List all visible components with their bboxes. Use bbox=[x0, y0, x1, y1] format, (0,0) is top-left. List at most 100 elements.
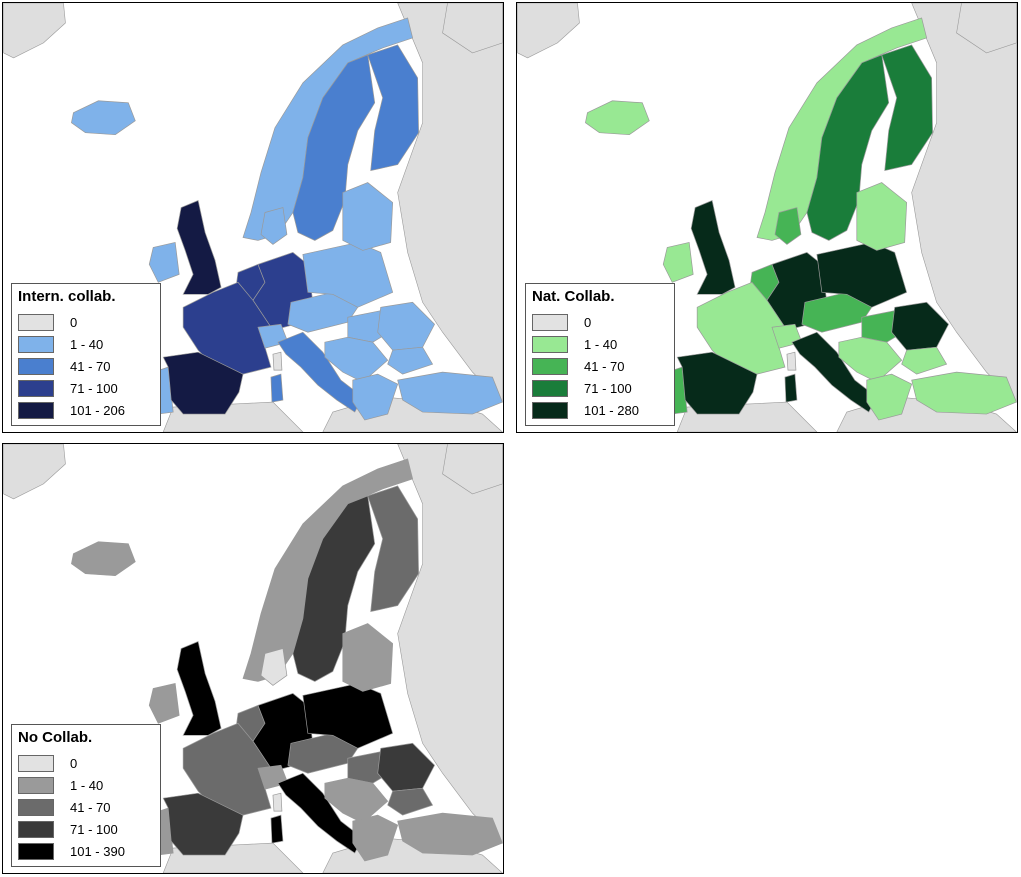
country-finland bbox=[367, 44, 419, 172]
country-denmark bbox=[260, 648, 288, 686]
country-sardinia bbox=[270, 373, 284, 403]
country-bulgaria bbox=[387, 346, 434, 375]
country-greece bbox=[352, 373, 399, 421]
country-romania bbox=[377, 301, 436, 351]
country-france bbox=[182, 722, 274, 816]
country-corsica bbox=[272, 351, 283, 371]
legend-entry: 71 - 100 bbox=[18, 377, 154, 399]
country-spain bbox=[162, 351, 244, 415]
legend-entry: 101 - 280 bbox=[532, 399, 668, 421]
country-ireland bbox=[148, 683, 180, 724]
legend-swatch bbox=[532, 335, 568, 353]
non-study-land bbox=[397, 444, 503, 844]
country-spain bbox=[676, 351, 758, 415]
country-bulgaria bbox=[901, 346, 948, 375]
country-italy bbox=[277, 331, 364, 413]
legend-label: 0 bbox=[70, 314, 78, 330]
country-turkey bbox=[397, 812, 503, 856]
legend-label: 101 - 206 bbox=[70, 402, 125, 418]
legend-swatch bbox=[18, 357, 54, 375]
map-panel-no-collab: No Collab. 0 1 - 40 41 - 70 71 - 100 101… bbox=[2, 443, 504, 874]
country-italy bbox=[791, 331, 878, 413]
country-baltics bbox=[342, 623, 394, 692]
country-balkans bbox=[838, 336, 903, 383]
choropleth-map bbox=[517, 3, 1017, 432]
legend-swatch bbox=[532, 357, 568, 375]
country-baltics bbox=[342, 182, 394, 251]
legend-swatch bbox=[532, 313, 568, 331]
legend-swatch bbox=[532, 379, 568, 397]
non-study-land bbox=[442, 444, 503, 495]
map-legend: Intern. collab. 0 1 - 40 41 - 70 71 - 10… bbox=[11, 283, 161, 426]
legend-label: 71 - 100 bbox=[70, 821, 118, 837]
country-balkans bbox=[324, 777, 389, 824]
legend-swatch bbox=[532, 401, 568, 419]
country-ireland bbox=[148, 242, 180, 283]
country-sweden bbox=[292, 495, 376, 682]
choropleth-map bbox=[3, 3, 503, 432]
legend-entry: 0 bbox=[18, 752, 154, 774]
country-uk bbox=[176, 200, 222, 295]
legend-entry: 1 - 40 bbox=[18, 333, 154, 355]
country-spain bbox=[162, 792, 244, 856]
country-romania bbox=[891, 301, 950, 351]
legend-swatch bbox=[18, 401, 54, 419]
country-denmark bbox=[774, 207, 802, 245]
country-sardinia bbox=[784, 373, 798, 403]
country-bulgaria bbox=[387, 787, 434, 816]
legend-entry: 0 bbox=[18, 311, 154, 333]
legend-label: 1 - 40 bbox=[70, 777, 104, 793]
country-romania bbox=[377, 742, 436, 792]
country-iceland bbox=[71, 541, 136, 577]
legend-label: 41 - 70 bbox=[70, 799, 111, 815]
legend-label: 101 - 390 bbox=[70, 843, 125, 859]
country-sardinia bbox=[270, 814, 284, 844]
country-greece bbox=[352, 814, 399, 862]
legend-title: Intern. collab. bbox=[18, 288, 116, 305]
country-ireland bbox=[662, 242, 694, 283]
non-study-land bbox=[442, 3, 503, 54]
country-norway bbox=[242, 458, 414, 682]
country-norway bbox=[756, 17, 928, 241]
legend-entry: 101 - 206 bbox=[18, 399, 154, 421]
legend-entry: 71 - 100 bbox=[18, 818, 154, 840]
country-denmark bbox=[260, 207, 288, 245]
legend-swatch bbox=[18, 313, 54, 331]
legend-swatch bbox=[18, 754, 54, 772]
country-uk bbox=[690, 200, 736, 295]
country-iceland bbox=[585, 100, 650, 136]
legend-entry: 71 - 100 bbox=[532, 377, 668, 399]
legend-label: 0 bbox=[70, 755, 78, 771]
legend-swatch bbox=[18, 842, 54, 860]
legend-title: No Collab. bbox=[18, 729, 93, 746]
legend-label: 1 - 40 bbox=[70, 336, 104, 352]
legend-entry: 41 - 70 bbox=[18, 796, 154, 818]
map-legend: No Collab. 0 1 - 40 41 - 70 71 - 100 101… bbox=[11, 724, 161, 867]
legend-label: 71 - 100 bbox=[584, 380, 632, 396]
legend-entry: 1 - 40 bbox=[532, 333, 668, 355]
legend-entry: 41 - 70 bbox=[18, 355, 154, 377]
country-corsica bbox=[272, 792, 283, 812]
legend-label: 41 - 70 bbox=[70, 358, 111, 374]
country-baltics bbox=[856, 182, 908, 251]
legend-label: 0 bbox=[584, 314, 592, 330]
legend-entry: 41 - 70 bbox=[532, 355, 668, 377]
legend-label: 71 - 100 bbox=[70, 380, 118, 396]
country-uk bbox=[176, 641, 222, 736]
non-study-land bbox=[956, 3, 1017, 54]
country-corsica bbox=[786, 351, 797, 371]
map-panel-intern-collab: Intern. collab. 0 1 - 40 41 - 70 71 - 10… bbox=[2, 2, 504, 433]
country-greece bbox=[866, 373, 913, 421]
legend-label: 101 - 280 bbox=[584, 402, 639, 418]
country-finland bbox=[367, 485, 419, 613]
country-france bbox=[182, 281, 274, 375]
country-turkey bbox=[397, 371, 503, 415]
map-legend: Nat. Collab. 0 1 - 40 41 - 70 71 - 100 1… bbox=[525, 283, 675, 426]
non-study-land bbox=[911, 3, 1017, 403]
map-panel-nat-collab: Nat. Collab. 0 1 - 40 41 - 70 71 - 100 1… bbox=[516, 2, 1018, 433]
legend-entry: 0 bbox=[532, 311, 668, 333]
legend-label: 41 - 70 bbox=[584, 358, 625, 374]
country-iceland bbox=[71, 100, 136, 136]
legend-swatch bbox=[18, 798, 54, 816]
non-study-land bbox=[517, 3, 580, 59]
